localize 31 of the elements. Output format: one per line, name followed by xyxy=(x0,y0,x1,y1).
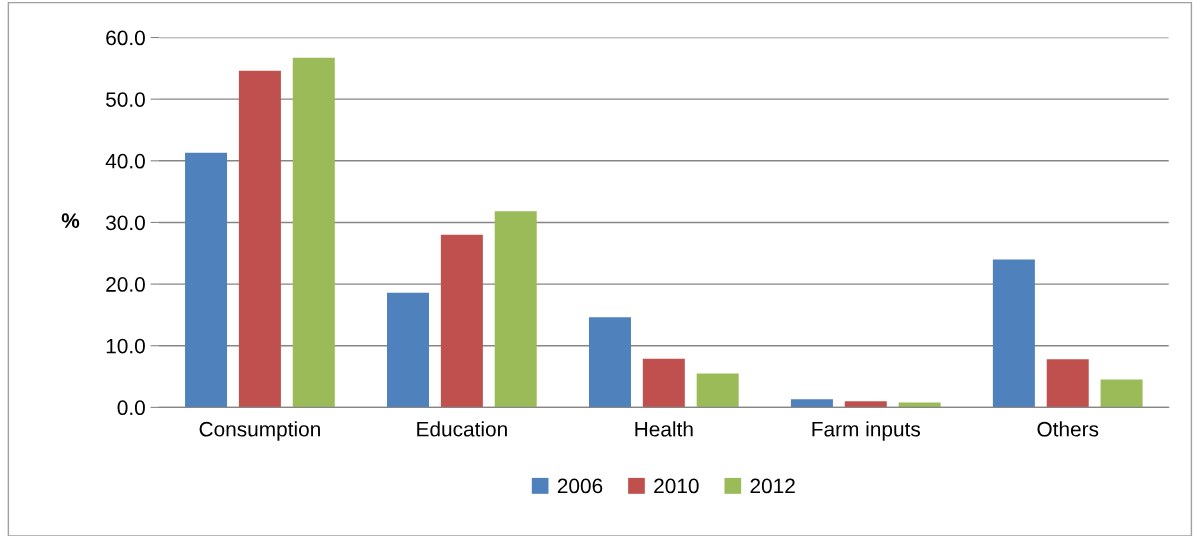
bar xyxy=(898,402,941,408)
x-tick-label: Health xyxy=(635,421,693,437)
bar xyxy=(494,211,537,408)
y-tick-label: 40.0 xyxy=(105,153,145,169)
y-tick-label: 20.0 xyxy=(106,277,145,292)
bar xyxy=(387,292,430,408)
y-tick-label: 10.0 xyxy=(106,338,145,354)
y-tick-label: 60.0 xyxy=(106,30,145,46)
bar xyxy=(642,358,685,408)
x-tick-label: Consumption xyxy=(199,421,320,441)
legend-label: 2006 xyxy=(557,478,603,494)
x-tick-label: Others xyxy=(1037,421,1099,437)
y-tick-label: 50.0 xyxy=(106,92,145,107)
bar xyxy=(292,57,335,408)
bar xyxy=(992,259,1035,408)
bar xyxy=(1046,359,1089,408)
x-tick-label: Education xyxy=(417,421,507,437)
x-tick-label: Farm inputs xyxy=(812,421,921,441)
y-tick-label: 30.0 xyxy=(105,215,145,231)
bar xyxy=(1100,379,1143,408)
bar xyxy=(588,317,631,408)
legend-label: 2010 xyxy=(654,478,699,494)
y-axis-title: % xyxy=(61,213,80,228)
bar xyxy=(185,152,228,408)
y-tick-label: 0.0 xyxy=(117,400,145,416)
bar xyxy=(440,234,483,408)
bar xyxy=(844,401,887,408)
bar xyxy=(238,70,281,408)
legend-label: 2012 xyxy=(750,478,795,494)
bar xyxy=(696,373,739,408)
bar xyxy=(790,399,833,408)
